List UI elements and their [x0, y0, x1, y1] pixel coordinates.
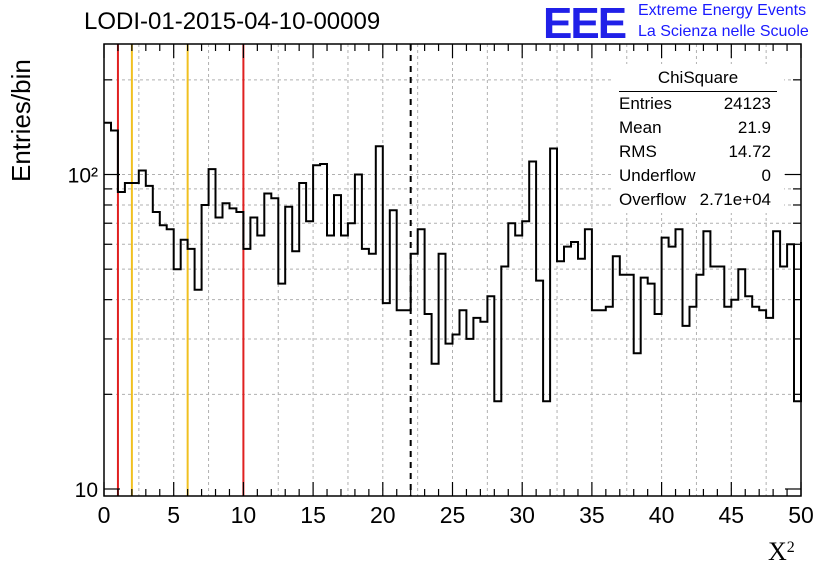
x-tick-label: 50: [788, 502, 814, 528]
logo-text-line1: Extreme Energy Events: [638, 2, 807, 19]
x-tick-label: 5: [167, 502, 180, 528]
y-tick-label: 10²: [68, 165, 98, 188]
stats-value: 21.9: [737, 118, 771, 137]
stats-title: ChiSquare: [619, 65, 777, 92]
x-tick-label: 30: [509, 502, 535, 528]
stats-row-entries: Entries 24123: [613, 92, 783, 116]
stats-label: Overflow: [619, 190, 687, 209]
x-tick-label: 20: [370, 502, 396, 528]
stats-value: 14.72: [728, 142, 771, 161]
logo-text-line2: La Scienza nelle Scuole: [638, 23, 809, 40]
stats-value: 24123: [723, 94, 771, 113]
x-tick-label: 40: [649, 502, 675, 528]
x-tick-label: 45: [719, 502, 745, 528]
stats-box: ChiSquare Entries 24123 Mean 21.9 RMS 14…: [612, 64, 784, 213]
stats-label: Mean: [619, 118, 662, 137]
stats-value: 2.71e+04: [699, 190, 771, 209]
x-axis-label: X2: [768, 537, 795, 566]
chart-title: LODI-01-2015-04-10-00009: [84, 8, 381, 35]
marker-lines: [116, 44, 412, 496]
x-tick-label: 0: [98, 502, 111, 528]
x-tick-label: 10: [231, 502, 257, 528]
stats-row-underflow: Underflow 0: [613, 164, 783, 188]
y-tick-label: 10: [75, 479, 98, 502]
axis-ticks: [103, 44, 802, 496]
x-tick-label: 35: [579, 502, 605, 528]
y-axis-label: Entries/bin: [6, 59, 36, 182]
x-tick-label: 15: [300, 502, 326, 528]
stats-row-rms: RMS 14.72: [613, 140, 783, 164]
stats-label: RMS: [619, 142, 657, 161]
x-tick-label: 25: [440, 502, 466, 528]
eee-logo: EEE: [543, 0, 627, 48]
stats-value: 0: [761, 166, 771, 185]
stats-label: Entries: [619, 94, 672, 113]
stats-row-overflow: Overflow 2.71e+04: [613, 188, 783, 212]
histogram-line: [104, 121, 802, 403]
stats-label: Underflow: [619, 166, 696, 185]
axis-tick-labels: 0 5 10 15 20 25 30 35 40 45 50 10 10²: [68, 165, 814, 528]
stats-row-mean: Mean 21.9: [613, 116, 783, 140]
